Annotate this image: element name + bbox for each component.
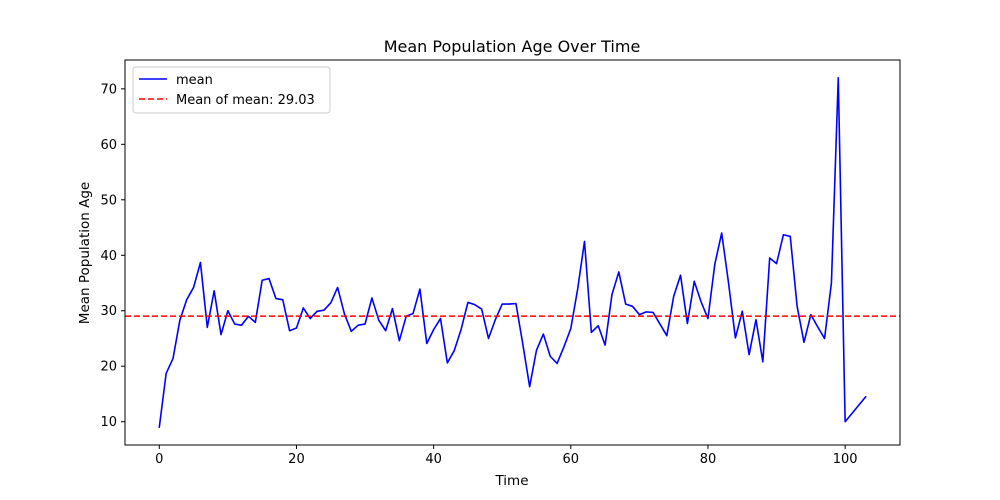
series-line-mean <box>158 76 867 429</box>
x-tick-label: 0 <box>155 452 163 467</box>
x-tick-label: 40 <box>425 452 442 467</box>
y-tick-label: 30 <box>100 304 117 319</box>
x-axis-title: Time <box>494 473 528 489</box>
y-tick-label: 40 <box>100 249 117 264</box>
x-tick-label: 60 <box>563 452 580 467</box>
series-layer <box>158 76 867 429</box>
chart-title: Mean Population Age Over Time <box>384 37 641 56</box>
x-axis: 0 20 40 60 80 100 <box>155 445 858 467</box>
plot-frame <box>124 59 901 446</box>
y-tick-label: 20 <box>100 360 117 375</box>
x-tick-label: 20 <box>288 452 305 467</box>
y-tick-label: 10 <box>100 415 117 430</box>
plot-area <box>125 60 900 445</box>
y-tick-label: 60 <box>100 138 117 153</box>
legend-label-reference: Mean of mean: 29.03 <box>176 93 315 108</box>
legend: mean Mean of mean: 29.03 <box>132 66 331 114</box>
legend-label-mean: mean <box>176 73 213 88</box>
y-axis-title: Mean Population Age <box>77 182 93 324</box>
y-tick-label: 70 <box>100 82 117 97</box>
x-tick-label: 100 <box>833 452 858 467</box>
y-axis: 10 20 30 40 50 60 70 <box>100 82 125 430</box>
x-tick-label: 80 <box>700 452 717 467</box>
y-tick-label: 50 <box>100 193 117 208</box>
legend-box <box>132 66 331 114</box>
